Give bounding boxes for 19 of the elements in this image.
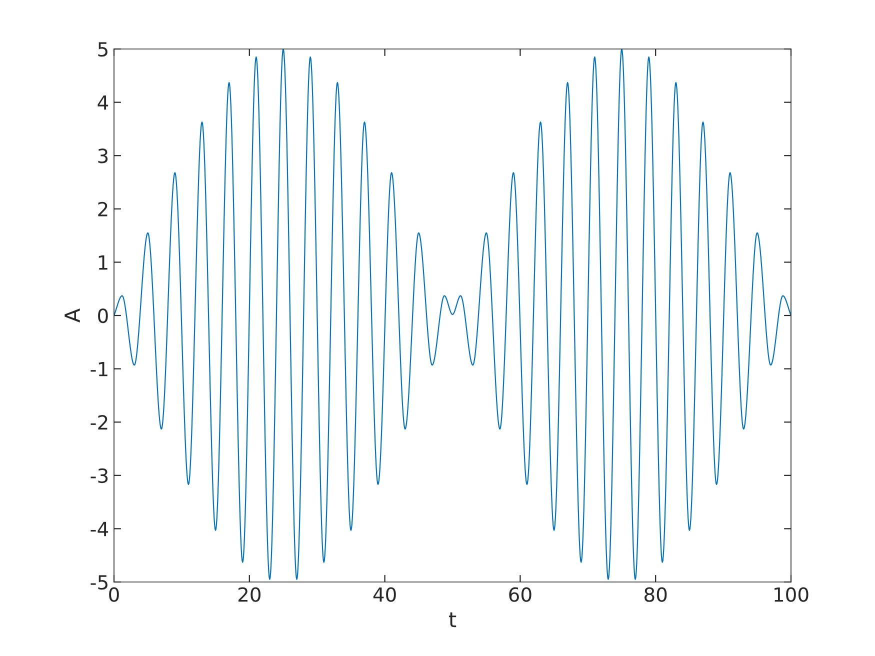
y-tick-label: 5 (98, 42, 108, 57)
x-tick-label: 20 (238, 587, 260, 602)
y-tick-label: 3 (98, 148, 108, 164)
y-tick-label: 2 (98, 202, 108, 216)
x-tick-label: 80 (644, 587, 667, 602)
x-axis-title: t (448, 612, 456, 628)
x-tick-label: 100 (774, 587, 808, 602)
y-tick-label: -3 (90, 468, 108, 484)
x-tick-label: 40 (373, 587, 396, 602)
x-tick-label: 0 (109, 587, 119, 602)
y-tick-label: -2 (90, 415, 108, 430)
y-tick-label: -4 (90, 522, 108, 536)
y-tick-label: 0 (98, 308, 108, 324)
x-tick-label: 60 (509, 587, 532, 602)
y-tick-label: -1 (90, 362, 108, 376)
y-tick-label: 4 (98, 96, 108, 110)
y-tick-label: 1 (98, 255, 108, 270)
y-tick-label: -5 (90, 575, 108, 590)
y-axis-title: A (64, 308, 80, 322)
